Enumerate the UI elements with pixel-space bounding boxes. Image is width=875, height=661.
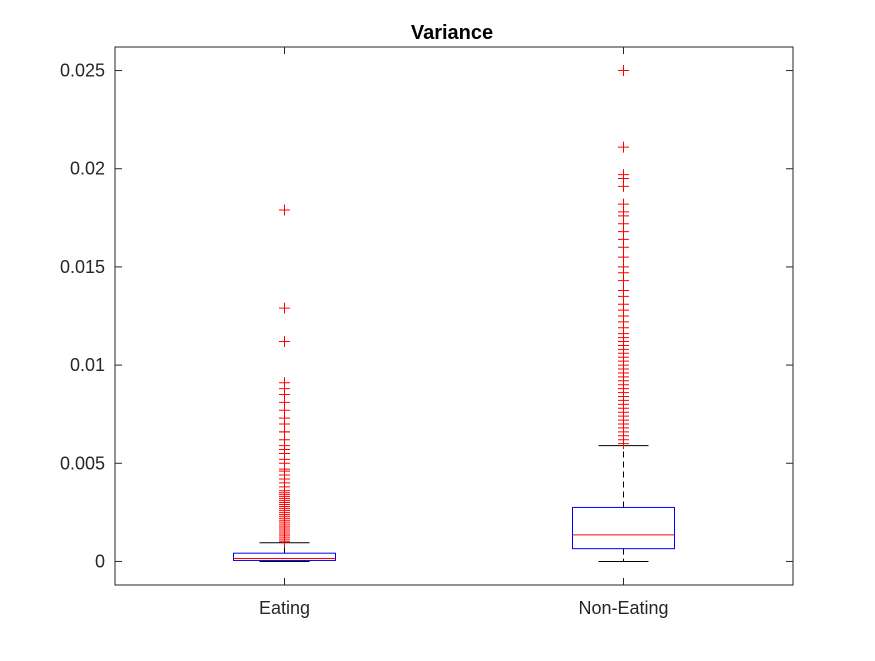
y-tick-label: 0.015	[60, 257, 105, 277]
outlier-point	[279, 204, 290, 216]
box	[233, 552, 336, 561]
outlier-point	[279, 336, 290, 348]
x-tick-label: Eating	[259, 598, 310, 618]
outlier-point	[279, 302, 290, 314]
outlier-point	[618, 275, 629, 287]
outlier-point	[618, 141, 629, 153]
y-tick-label: 0.005	[60, 453, 105, 473]
box	[572, 506, 675, 550]
outlier-point	[618, 241, 629, 253]
outlier-point	[618, 180, 629, 192]
plot-area: 0 0.005 0.01 0.015 0.02 0.025 Eating Non-Eating	[60, 46, 794, 618]
outlier-point	[618, 438, 629, 450]
outlier-point	[279, 536, 290, 548]
y-tick-label: 0.01	[70, 355, 105, 375]
outlier-point	[618, 251, 629, 263]
y-tick-label: 0	[95, 551, 105, 571]
axes-frame	[114, 46, 794, 586]
y-tick-label: 0.025	[60, 61, 105, 81]
y-tick-label: 0.02	[70, 159, 105, 179]
chart-title: Variance	[411, 22, 493, 44]
x-tick-label: Non-Eating	[578, 598, 668, 618]
outlier-point	[618, 65, 629, 77]
